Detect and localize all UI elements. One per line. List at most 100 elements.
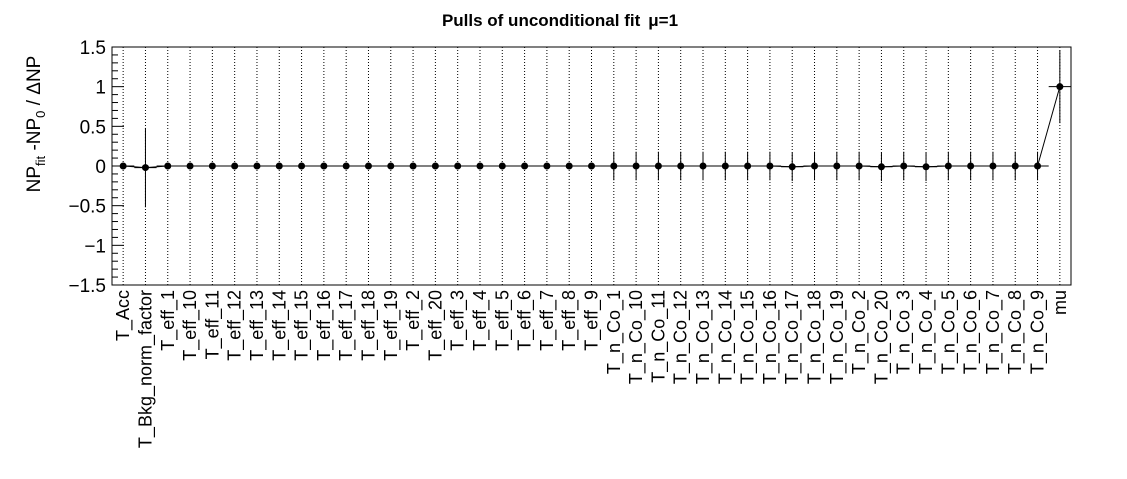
x-tick-label: T_eff_20 bbox=[425, 290, 446, 361]
data-point bbox=[141, 164, 149, 172]
data-point bbox=[1011, 162, 1019, 170]
data-point bbox=[275, 162, 283, 170]
data-point bbox=[431, 162, 439, 170]
data-point bbox=[967, 162, 975, 170]
x-tick-label: T_n_Co_11 bbox=[648, 290, 669, 383]
data-point bbox=[944, 162, 952, 170]
x-tick-label: T_eff_3 bbox=[448, 290, 469, 351]
x-tick-label: T_eff_18 bbox=[358, 290, 379, 361]
data-point bbox=[721, 162, 729, 170]
x-tick-label: mu bbox=[1050, 290, 1070, 315]
x-tick-label: T_n_Co_4 bbox=[916, 290, 937, 374]
data-point bbox=[610, 162, 618, 170]
x-tick-label: T_n_Co_2 bbox=[849, 290, 870, 374]
data-point bbox=[454, 162, 462, 170]
data-point bbox=[811, 162, 819, 170]
x-tick-label: T_n_Co_19 bbox=[827, 290, 848, 384]
data-point bbox=[521, 162, 529, 170]
x-tick-label: T_eff_8 bbox=[559, 290, 580, 351]
data-point bbox=[855, 162, 863, 170]
x-tick-label: T_n_Co_18 bbox=[805, 290, 826, 384]
x-tick-label: T_n_Co_9 bbox=[1028, 290, 1049, 374]
data-point bbox=[766, 162, 774, 170]
data-point bbox=[677, 162, 685, 170]
x-tick-label: T_Acc bbox=[113, 290, 134, 341]
data-point bbox=[744, 162, 752, 170]
data-point bbox=[877, 163, 885, 171]
x-tick-label: T_n_Co_8 bbox=[1005, 290, 1026, 374]
y-tick-label: 1 bbox=[95, 78, 106, 99]
x-tick-label: T_eff_1 bbox=[158, 290, 179, 351]
x-tick-label: T_Bkg_norm_factor bbox=[135, 290, 156, 448]
data-point bbox=[231, 162, 239, 170]
data-point bbox=[320, 162, 328, 170]
y-tick-label: −0.5 bbox=[68, 197, 106, 218]
x-tick-label: T_eff_13 bbox=[247, 290, 268, 361]
y-axis: −1.5 −1 −0.5 0 0.5 1 1.5 bbox=[68, 38, 124, 297]
x-tick-label: T_eff_16 bbox=[314, 290, 335, 361]
data-point bbox=[922, 163, 930, 171]
x-tick-label: T_eff_2 bbox=[403, 290, 424, 351]
chart-title-main: Pulls of unconditional fit bbox=[442, 11, 641, 30]
x-tick-label: T_n_Co_20 bbox=[871, 290, 892, 384]
data-point bbox=[342, 162, 350, 170]
x-tick-label: T_n_Co_14 bbox=[715, 290, 736, 384]
data-points bbox=[112, 50, 1071, 208]
data-point bbox=[186, 162, 194, 170]
data-point bbox=[1034, 162, 1042, 170]
x-tick-label: T_eff_19 bbox=[381, 290, 402, 361]
x-tick-label: T_eff_15 bbox=[292, 290, 313, 361]
x-tick-label: T_n_Co_7 bbox=[983, 290, 1004, 374]
data-point bbox=[543, 162, 551, 170]
data-point bbox=[208, 162, 216, 170]
data-point bbox=[900, 162, 908, 170]
x-tick-label: T_eff_7 bbox=[537, 290, 558, 351]
x-tick-label: T_n_Co_3 bbox=[894, 290, 915, 374]
chart-title: Pulls of unconditional fit μ=1 bbox=[442, 11, 678, 30]
x-tick-label: T_eff_10 bbox=[180, 290, 201, 361]
data-point bbox=[409, 162, 417, 170]
x-tick-label: T_n_Co_17 bbox=[782, 290, 803, 384]
x-tick-label: T_eff_4 bbox=[470, 290, 491, 351]
data-point bbox=[253, 162, 261, 170]
data-point bbox=[989, 162, 997, 170]
data-point bbox=[833, 162, 841, 170]
x-tick-label: T_eff_9 bbox=[582, 290, 603, 351]
data-point bbox=[387, 162, 395, 170]
data-point bbox=[164, 162, 172, 170]
x-tick-label: T_n_Co_6 bbox=[961, 290, 982, 374]
x-tick-label: T_eff_11 bbox=[202, 290, 223, 359]
data-point bbox=[565, 162, 573, 170]
y-tick-label: 1.5 bbox=[80, 38, 106, 59]
y-tick-label: 0 bbox=[95, 157, 106, 178]
data-point bbox=[1056, 83, 1064, 91]
data-point bbox=[476, 162, 484, 170]
x-tick-label: T_eff_14 bbox=[269, 290, 290, 361]
x-tick-label: T_n_Co_10 bbox=[626, 290, 647, 384]
grid-lines bbox=[122, 47, 1061, 285]
x-tick-label: T_n_Co_13 bbox=[693, 290, 714, 384]
y-tick-label: −1 bbox=[84, 236, 106, 257]
x-tick-label: T_n_Co_16 bbox=[760, 290, 781, 384]
x-tick-label: T_eff_12 bbox=[225, 290, 246, 361]
x-tick-label: T_n_Co_12 bbox=[671, 290, 692, 384]
data-point bbox=[632, 162, 640, 170]
data-point bbox=[364, 162, 372, 170]
chart-title-mu: μ=1 bbox=[648, 11, 678, 30]
x-tick-label: T_n_Co_15 bbox=[738, 290, 759, 384]
data-point bbox=[498, 162, 506, 170]
x-axis-labels: T_Acc T_Bkg_norm_factor T_eff_1 T_eff_10 T_e… bbox=[113, 290, 1070, 448]
y-axis-label: NPfit -NP0 / ΔNP bbox=[24, 56, 48, 193]
y-tick-label: −1.5 bbox=[68, 276, 106, 297]
x-tick-label: T_eff_17 bbox=[336, 290, 357, 361]
x-tick-label: T_eff_6 bbox=[515, 290, 536, 351]
x-tick-label: T_n_Co_1 bbox=[604, 290, 625, 374]
x-tick-label: T_n_Co_5 bbox=[938, 290, 959, 374]
data-point bbox=[298, 162, 306, 170]
y-tick-label: 0.5 bbox=[80, 117, 106, 138]
data-point bbox=[788, 163, 796, 171]
x-tick-label: T_eff_5 bbox=[492, 290, 513, 351]
data-point bbox=[699, 162, 707, 170]
